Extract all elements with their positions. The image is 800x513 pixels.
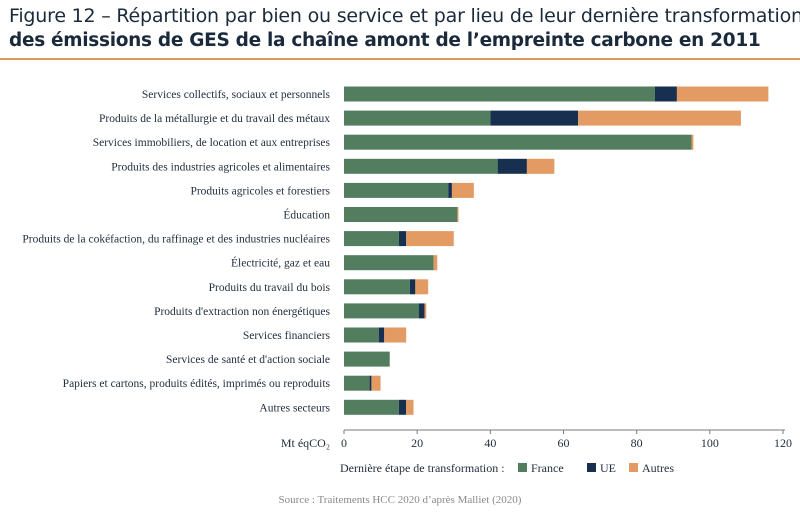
bar-segment-france <box>344 303 419 319</box>
x-tick-label: 100 <box>701 436 719 450</box>
category-label: Produits de la métallurgie et du travail… <box>99 113 330 125</box>
x-tick-label: 40 <box>484 436 496 450</box>
bar-segment-autres <box>451 182 474 198</box>
bar-segment-autres <box>691 134 694 150</box>
bar-segment-autres <box>526 158 555 174</box>
bar-segment-autres <box>406 399 414 415</box>
x-tick-label: 0 <box>341 436 347 450</box>
bar-segment-ue <box>497 158 527 174</box>
bar-segment-ue <box>409 279 416 295</box>
category-label: Services de santé et d'action sociale <box>166 354 330 366</box>
bar-segment-autres <box>424 303 427 319</box>
header-divider <box>0 58 800 60</box>
bar-segment-france <box>344 158 498 174</box>
x-tick-label: 120 <box>774 436 792 450</box>
bar-segment-autres <box>676 86 769 102</box>
figure-header: Figure 12 – Répartition par bien ou serv… <box>9 4 800 53</box>
figure-title-line2: des émissions de GES de la chaîne amont … <box>9 30 761 51</box>
bar-segment-ue <box>418 303 425 319</box>
bar-segment-ue <box>378 327 385 343</box>
bar-segment-france <box>344 182 449 198</box>
category-label: Produits d'extraction non énergétiques <box>154 306 330 318</box>
category-label: Services immobiliers, de location et aux… <box>93 137 331 149</box>
bar-segment-ue <box>369 375 372 391</box>
bar-segment-france <box>344 399 399 415</box>
bar-segment-france <box>344 279 410 295</box>
category-label: Éducation <box>283 208 330 222</box>
category-label: Électricité, gaz et eau <box>231 256 330 270</box>
bar-segment-france <box>344 231 399 247</box>
bar-segment-france <box>344 110 491 126</box>
x-axis-unit-label: Mt éqCO₂ <box>281 436 330 450</box>
bar-segment-france <box>344 351 390 367</box>
legend-label-ue: UE <box>600 461 616 475</box>
x-tick-label: 20 <box>411 436 423 450</box>
category-label: Produits du travail du bois <box>209 282 331 294</box>
legend-swatch-ue <box>587 463 596 472</box>
legend-title: Dernière étape de transformation : <box>340 461 505 475</box>
bar-segment-ue <box>654 86 677 102</box>
bar-segment-france <box>344 134 692 150</box>
legend-label-autres: Autres <box>642 461 674 475</box>
source-note: Source : Traitements HCC 2020 d’après Ma… <box>278 494 522 506</box>
category-label: Services financiers <box>243 330 331 342</box>
bar-segment-autres <box>371 375 381 391</box>
bar-segment-ue <box>398 399 407 415</box>
figure-title-line1: Figure 12 – Répartition par bien ou serv… <box>9 5 800 27</box>
bar-segment-ue <box>398 231 407 247</box>
legend-label-france: France <box>531 461 564 475</box>
bar-segment-ue <box>448 182 452 198</box>
bar-segment-autres <box>578 110 741 126</box>
x-tick-label: 80 <box>631 436 643 450</box>
bar-segment-autres <box>406 231 454 247</box>
x-tick-label: 60 <box>558 436 570 450</box>
bar-segment-autres <box>433 255 438 271</box>
category-label: Services collectifs, sociaux et personne… <box>142 89 331 101</box>
category-label: Autres secteurs <box>259 402 330 414</box>
category-label: Papiers et cartons, produits édités, imp… <box>63 378 331 390</box>
bar-segment-ue <box>490 110 579 126</box>
legend-swatch-autres <box>629 463 638 472</box>
bar-segment-france <box>344 207 458 222</box>
bar-segment-france <box>344 327 379 343</box>
legend-swatch-france <box>518 463 527 472</box>
bar-segment-autres <box>384 327 407 343</box>
bar-segment-autres <box>415 279 429 295</box>
bar-segment-france <box>344 375 370 391</box>
bar-segment-autres <box>457 207 459 222</box>
category-label: Produits des industries agricoles et ali… <box>111 161 330 173</box>
category-label: Produits agricoles et forestiers <box>190 185 330 197</box>
bar-segment-france <box>344 255 434 271</box>
category-label: Produits de la cokéfaction, du raffinage… <box>22 234 330 246</box>
bar-segment-france <box>344 86 655 102</box>
